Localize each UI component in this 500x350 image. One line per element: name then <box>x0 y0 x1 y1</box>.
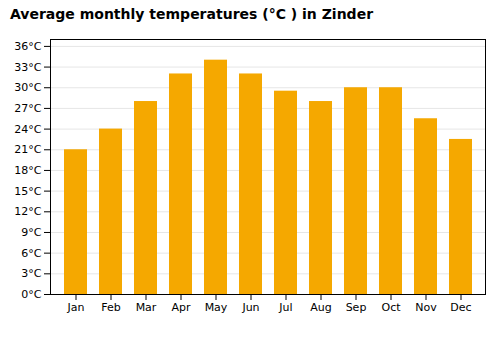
svg-text:Jun: Jun <box>241 301 259 314</box>
svg-text:30°C: 30°C <box>14 81 41 94</box>
svg-text:33°C: 33°C <box>14 61 41 74</box>
svg-text:Feb: Feb <box>101 301 120 314</box>
svg-text:6°C: 6°C <box>21 247 41 260</box>
svg-text:Oct: Oct <box>381 301 401 314</box>
html-text:Average monthly temperatures (: Average monthly temperatures (°C ) in Zi… <box>10 6 373 22</box>
svg-text:18°C: 18°C <box>14 164 41 177</box>
svg-text:0°C: 0°C <box>21 288 41 301</box>
svg-text:21°C: 21°C <box>14 143 41 156</box>
svg-text:Sep: Sep <box>346 301 367 314</box>
svg-text:27°C: 27°C <box>14 102 41 115</box>
svg-text:12°C: 12°C <box>14 205 41 218</box>
svg-text:Nov: Nov <box>415 301 437 314</box>
svg-text:24°C: 24°C <box>14 123 41 136</box>
svg-text:Jan: Jan <box>67 301 85 314</box>
svg-text:May: May <box>205 301 228 314</box>
svg-text:Mar: Mar <box>136 301 157 314</box>
svg-text:15°C: 15°C <box>14 185 41 198</box>
svg-text:Dec: Dec <box>450 301 471 314</box>
svg-text:3°C: 3°C <box>21 267 41 280</box>
svg-text:36°C: 36°C <box>14 40 41 53</box>
svg-text:Apr: Apr <box>171 301 191 314</box>
svg-text:9°C: 9°C <box>21 226 41 239</box>
svg-text:Jul: Jul <box>278 301 292 314</box>
svg-text:Aug: Aug <box>310 301 331 314</box>
